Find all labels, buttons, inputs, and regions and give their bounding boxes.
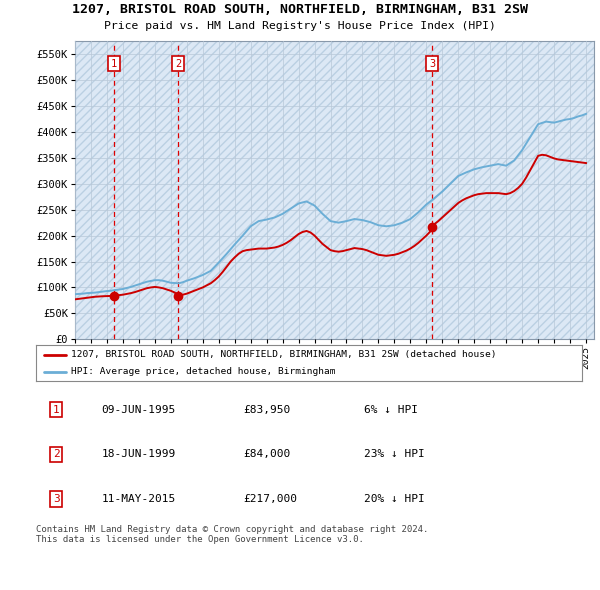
Text: 2: 2	[175, 58, 181, 68]
Text: 1: 1	[111, 58, 117, 68]
Text: £83,950: £83,950	[244, 405, 291, 415]
Bar	[75, 41, 594, 339]
Text: 11-MAY-2015: 11-MAY-2015	[101, 494, 176, 504]
Text: Contains HM Land Registry data © Crown copyright and database right 2024.
This d: Contains HM Land Registry data © Crown c…	[36, 525, 428, 545]
Text: 18-JUN-1999: 18-JUN-1999	[101, 450, 176, 459]
Text: 09-JUN-1995: 09-JUN-1995	[101, 405, 176, 415]
Text: 2: 2	[53, 450, 59, 459]
Text: 23% ↓ HPI: 23% ↓ HPI	[364, 450, 424, 459]
Text: 20% ↓ HPI: 20% ↓ HPI	[364, 494, 424, 504]
Text: 1207, BRISTOL ROAD SOUTH, NORTHFIELD, BIRMINGHAM, B31 2SW (detached house): 1207, BRISTOL ROAD SOUTH, NORTHFIELD, BI…	[71, 350, 497, 359]
Text: £84,000: £84,000	[244, 450, 291, 459]
Text: HPI: Average price, detached house, Birmingham: HPI: Average price, detached house, Birm…	[71, 367, 336, 376]
Text: Price paid vs. HM Land Registry's House Price Index (HPI): Price paid vs. HM Land Registry's House …	[104, 21, 496, 31]
Text: 1: 1	[53, 405, 59, 415]
Text: 3: 3	[429, 58, 435, 68]
Text: 6% ↓ HPI: 6% ↓ HPI	[364, 405, 418, 415]
Text: £217,000: £217,000	[244, 494, 298, 504]
Text: 3: 3	[53, 494, 59, 504]
Text: 1207, BRISTOL ROAD SOUTH, NORTHFIELD, BIRMINGHAM, B31 2SW: 1207, BRISTOL ROAD SOUTH, NORTHFIELD, BI…	[72, 3, 528, 16]
